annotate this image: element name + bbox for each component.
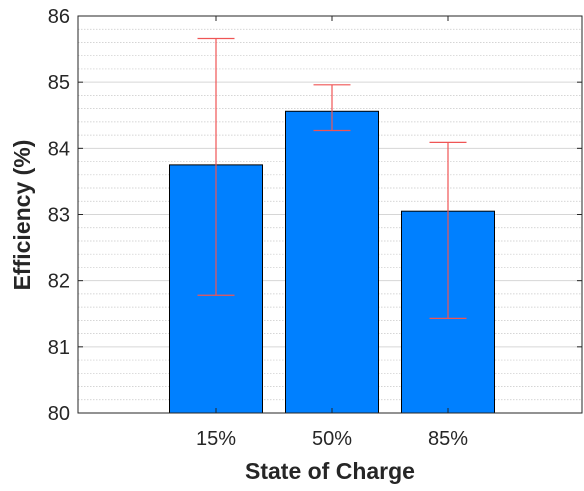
bars bbox=[169, 110, 495, 414]
y-tick-label: 80 bbox=[48, 403, 70, 425]
axes bbox=[77, 15, 583, 414]
y-tick-label: 83 bbox=[48, 205, 70, 227]
y-tick-label: 82 bbox=[48, 271, 70, 293]
x-tick-label: 15% bbox=[196, 428, 236, 450]
error-bars bbox=[197, 37, 467, 319]
x-tick-label: 85% bbox=[428, 428, 468, 450]
y-axis-label: Efficiency (%) bbox=[9, 140, 35, 291]
x-axis-label: State of Charge bbox=[245, 458, 415, 484]
y-tick-label: 84 bbox=[48, 138, 70, 160]
x-tick-label: 50% bbox=[312, 428, 352, 450]
y-tick-label: 81 bbox=[48, 337, 70, 359]
tick-labels: 80 81 82 83 84 85 86 15% 50% 85% bbox=[48, 6, 468, 450]
bar-1 bbox=[285, 110, 379, 414]
y-tick-label: 85 bbox=[48, 72, 70, 94]
y-tick-label: 86 bbox=[48, 6, 70, 28]
